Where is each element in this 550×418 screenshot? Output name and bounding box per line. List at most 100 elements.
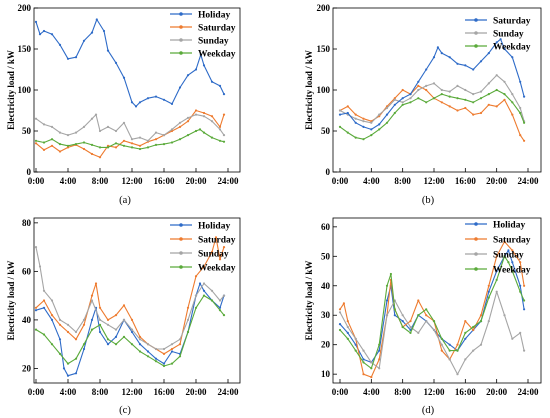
data-point bbox=[354, 337, 357, 340]
data-point bbox=[50, 343, 54, 346]
data-point bbox=[162, 352, 166, 355]
data-point bbox=[499, 38, 502, 41]
data-point bbox=[222, 294, 226, 297]
data-point bbox=[417, 88, 420, 92]
data-point bbox=[370, 367, 373, 370]
data-point bbox=[202, 265, 206, 268]
data-point bbox=[202, 115, 206, 118]
data-point bbox=[401, 88, 404, 92]
data-point bbox=[425, 101, 428, 104]
data-point bbox=[393, 103, 396, 106]
data-point bbox=[42, 29, 46, 33]
legend-marker bbox=[179, 251, 183, 255]
data-point bbox=[98, 129, 102, 133]
data-point bbox=[114, 343, 118, 346]
data-point bbox=[519, 284, 522, 287]
y-tick-label: 60 bbox=[321, 222, 331, 232]
data-point bbox=[456, 84, 459, 87]
data-point bbox=[130, 328, 134, 331]
data-point bbox=[42, 123, 46, 126]
data-point bbox=[34, 309, 38, 312]
y-tick-label: 100 bbox=[317, 85, 331, 95]
data-point bbox=[495, 74, 498, 77]
data-point bbox=[66, 57, 70, 60]
data-point bbox=[448, 349, 451, 352]
data-point bbox=[210, 136, 214, 139]
data-point bbox=[519, 290, 522, 293]
x-tick-label: 0:00 bbox=[28, 176, 45, 186]
legend-marker bbox=[179, 38, 183, 42]
data-point bbox=[130, 101, 134, 104]
data-point bbox=[362, 120, 365, 123]
data-point bbox=[479, 314, 483, 317]
data-point bbox=[194, 113, 198, 116]
plot-frame bbox=[33, 217, 241, 384]
data-point bbox=[440, 52, 443, 55]
data-point bbox=[90, 31, 94, 34]
data-point bbox=[523, 299, 526, 302]
panel-caption: (b) bbox=[422, 195, 435, 206]
data-point bbox=[425, 88, 428, 92]
data-point bbox=[90, 117, 94, 120]
data-point bbox=[170, 102, 174, 105]
data-point bbox=[114, 335, 118, 338]
data-point bbox=[82, 343, 86, 346]
data-point bbox=[456, 109, 459, 112]
data-point bbox=[146, 139, 150, 142]
data-point bbox=[385, 284, 389, 287]
legend-label: Sunday bbox=[198, 37, 229, 47]
legend-marker bbox=[474, 267, 478, 271]
data-point bbox=[448, 90, 451, 93]
data-point bbox=[354, 349, 357, 352]
data-point bbox=[495, 41, 498, 44]
data-point bbox=[370, 376, 373, 379]
legend-marker bbox=[474, 44, 478, 48]
series-line-weekday bbox=[35, 128, 225, 150]
data-point bbox=[409, 331, 412, 334]
data-point bbox=[58, 338, 62, 341]
y-tick-label: 50 bbox=[321, 126, 331, 136]
data-point bbox=[370, 128, 373, 131]
data-point bbox=[523, 308, 526, 311]
data-point bbox=[456, 62, 459, 65]
legend-label: Saturday bbox=[493, 17, 531, 27]
data-point bbox=[495, 255, 498, 258]
data-point bbox=[456, 373, 459, 376]
data-point bbox=[432, 328, 436, 332]
data-point bbox=[503, 98, 506, 101]
data-point bbox=[464, 320, 467, 323]
x-tick-label: 4:00 bbox=[60, 176, 77, 186]
data-point bbox=[222, 113, 226, 116]
y-axis-label: Electricity load / kW bbox=[6, 50, 16, 130]
y-tick-label: 20 bbox=[22, 363, 32, 373]
series-line-sunday bbox=[35, 246, 225, 350]
data-point bbox=[202, 131, 206, 134]
data-point bbox=[401, 97, 404, 100]
data-point bbox=[362, 358, 365, 361]
x-tick-label: 8:00 bbox=[92, 176, 109, 186]
data-point bbox=[401, 101, 404, 104]
data-point bbox=[94, 113, 98, 116]
legend-marker bbox=[474, 18, 478, 22]
data-point bbox=[511, 261, 514, 264]
data-point bbox=[194, 294, 198, 297]
chart-panel-2: 0 50 100 150 200 0:00 4:00 8:00 12:00 16:00 20:00 2… bbox=[304, 3, 542, 206]
data-point bbox=[178, 343, 182, 346]
data-point bbox=[479, 111, 483, 115]
data-point bbox=[409, 97, 412, 100]
data-point bbox=[66, 144, 70, 147]
data-point bbox=[487, 320, 490, 323]
legend-label: Holiday bbox=[198, 11, 230, 21]
x-tick-label: 20:00 bbox=[486, 176, 507, 186]
data-point bbox=[456, 97, 459, 100]
data-point bbox=[222, 134, 226, 137]
data-point bbox=[66, 323, 70, 326]
x-tick-label: 8:00 bbox=[92, 387, 109, 397]
data-point bbox=[82, 347, 86, 351]
data-point bbox=[425, 84, 428, 87]
data-point bbox=[74, 372, 78, 375]
data-point bbox=[154, 347, 158, 351]
data-point bbox=[199, 53, 202, 56]
data-point bbox=[425, 68, 428, 71]
